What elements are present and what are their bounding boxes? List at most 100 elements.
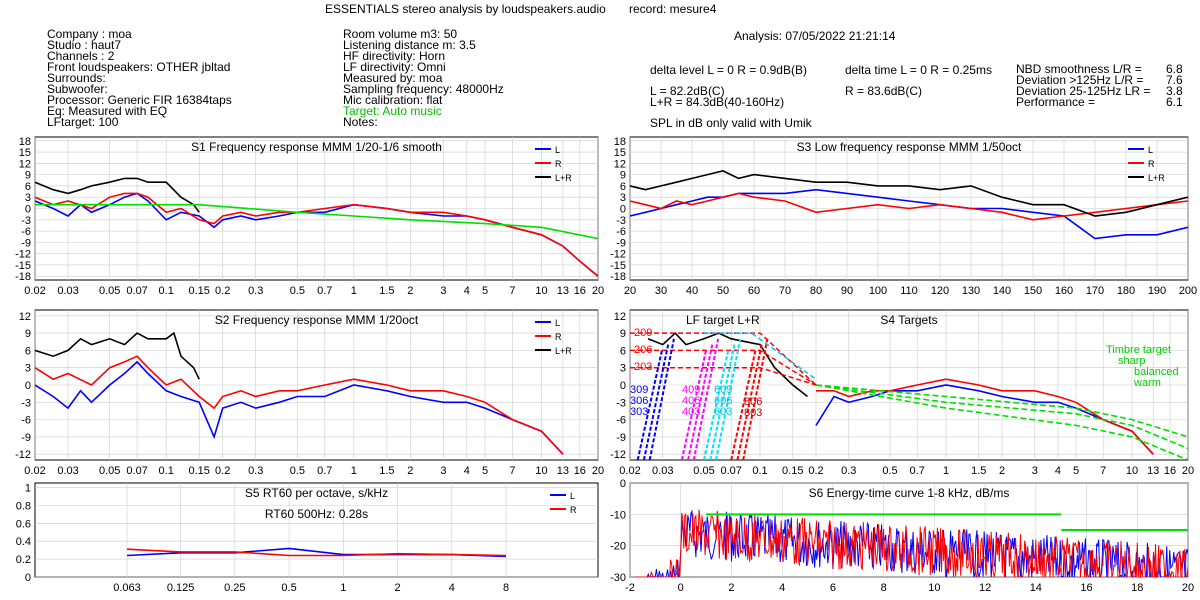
series-line-l-plus-r <box>35 331 200 380</box>
series-line-l-plus-r <box>630 170 1188 217</box>
series-line-r <box>35 192 598 277</box>
lf-target-slope <box>687 344 714 460</box>
series-line-r <box>35 355 564 455</box>
target-code-label: 403 <box>682 406 700 418</box>
target-code-label: 206 <box>634 344 652 356</box>
tick-label: -10 <box>610 509 626 521</box>
tick-label: 4 <box>779 582 785 594</box>
series-line-target <box>35 203 598 240</box>
tick-label: 0.7 <box>910 465 925 477</box>
tick-label: -20 <box>610 541 626 553</box>
series-group <box>35 177 598 277</box>
target-code-label: 409 <box>682 384 700 396</box>
tick-label: 1 <box>351 465 357 477</box>
tick-label: 16 <box>1080 582 1092 594</box>
tick-label: 0.02 <box>24 285 45 297</box>
legend-label: L <box>555 318 560 328</box>
tick-label: 90 <box>841 285 853 297</box>
analysis-date: Analysis: 07/05/2022 21:21:14 <box>734 29 896 43</box>
tick-label: 13 <box>557 285 569 297</box>
tick-label: 70 <box>779 285 791 297</box>
tick-label: 13 <box>1147 465 1159 477</box>
tick-label: -12 <box>610 449 626 461</box>
tick-label: -9 <box>21 237 31 249</box>
legend-label: L+R <box>1148 173 1165 183</box>
tick-label: -30 <box>610 572 626 584</box>
tick-label: 0.03 <box>57 465 78 477</box>
tick-label: 0.5 <box>290 465 305 477</box>
tick-label: 8 <box>881 582 887 594</box>
series-line-l <box>630 188 1188 240</box>
target-code-label: 309 <box>630 384 648 396</box>
series-group <box>635 509 1188 577</box>
tick-label: 170 <box>1086 285 1104 297</box>
tick-label: 0.03 <box>652 465 673 477</box>
timbre-label: Timbre target <box>1106 344 1171 356</box>
tick-label: 1 <box>25 482 31 494</box>
tick-label: 110 <box>900 285 918 297</box>
tick-label: -12 <box>610 249 626 261</box>
tick-label: -18 <box>610 271 626 283</box>
chart-title: S5 RT60 per octave, s/kHz <box>245 486 388 500</box>
tick-label: 20 <box>1182 582 1194 594</box>
tick-label: 0.15 <box>782 465 803 477</box>
target-code-label: 203 <box>634 361 652 373</box>
series-group <box>126 547 507 558</box>
tick-label: 7 <box>509 285 515 297</box>
tick-label: 0.5 <box>882 465 897 477</box>
tick-label: 190 <box>1148 285 1166 297</box>
tick-label: 10 <box>535 285 547 297</box>
target-code-label: 603 <box>714 406 732 418</box>
tick-label: 0.15 <box>189 285 210 297</box>
tick-label: 0.3 <box>841 465 856 477</box>
info-left: Company : moa Studio : haut7 Channels : 2 … <box>47 27 232 129</box>
tick-label: 0.7 <box>317 465 332 477</box>
tick-label: 0.7 <box>317 285 332 297</box>
page-title: ESSENTIALS stereo analysis by loudspeake… <box>325 2 606 16</box>
tick-label: 0.3 <box>248 285 263 297</box>
tick-label: 0.2 <box>16 554 31 566</box>
legend-label: R <box>555 332 562 342</box>
tick-label: 4 <box>449 582 455 594</box>
tick-label: -15 <box>610 260 626 272</box>
timbre-label: sharp <box>1118 355 1146 367</box>
record-name: record: mesure4 <box>629 2 717 16</box>
tick-label: 0.07 <box>126 285 147 297</box>
tick-label: -9 <box>616 237 626 249</box>
tick-label: 16 <box>1164 465 1176 477</box>
lf-target-slope <box>709 344 736 460</box>
tick-label: 0.1 <box>159 285 174 297</box>
tick-label: 0.15 <box>189 465 210 477</box>
tick-label: 0.2 <box>215 285 230 297</box>
tick-label: 3 <box>440 465 446 477</box>
tick-label: 100 <box>869 285 887 297</box>
lf-target-slope <box>692 338 720 460</box>
l-level: L = 82.2dB(C) <box>650 84 725 98</box>
tick-label: 80 <box>810 285 822 297</box>
tick-label: 0 <box>25 572 31 584</box>
chart-title: S6 Energy-time curve 1-8 kHz, dB/ms <box>809 486 1010 500</box>
series-group <box>630 170 1188 240</box>
series-group <box>35 331 564 455</box>
tick-label: 2 <box>407 285 413 297</box>
tick-label: 0.1 <box>159 465 174 477</box>
legend-label: R <box>555 159 562 169</box>
lr-level: L+R = 84.3dB(40-160Hz) <box>650 95 785 109</box>
tick-label: 12 <box>614 311 626 323</box>
series-line-r <box>630 192 1188 221</box>
tick-label: 0.5 <box>290 285 305 297</box>
tick-label: 0.3 <box>248 465 263 477</box>
lf-target-slope <box>680 350 708 460</box>
tick-label: 16 <box>574 465 586 477</box>
target-code-label: 803 <box>744 407 762 419</box>
tick-label: 0.25 <box>224 582 245 594</box>
tick-label: 16 <box>574 285 586 297</box>
legend-label: L <box>555 145 560 155</box>
tick-label: 10 <box>1126 465 1138 477</box>
tick-label: 12 <box>19 158 31 170</box>
chart-S1 <box>34 136 599 281</box>
series-line-sharp <box>815 384 1188 438</box>
tick-label: 18 <box>614 136 626 148</box>
tick-label: 140 <box>993 285 1011 297</box>
tick-label: 40 <box>686 285 698 297</box>
